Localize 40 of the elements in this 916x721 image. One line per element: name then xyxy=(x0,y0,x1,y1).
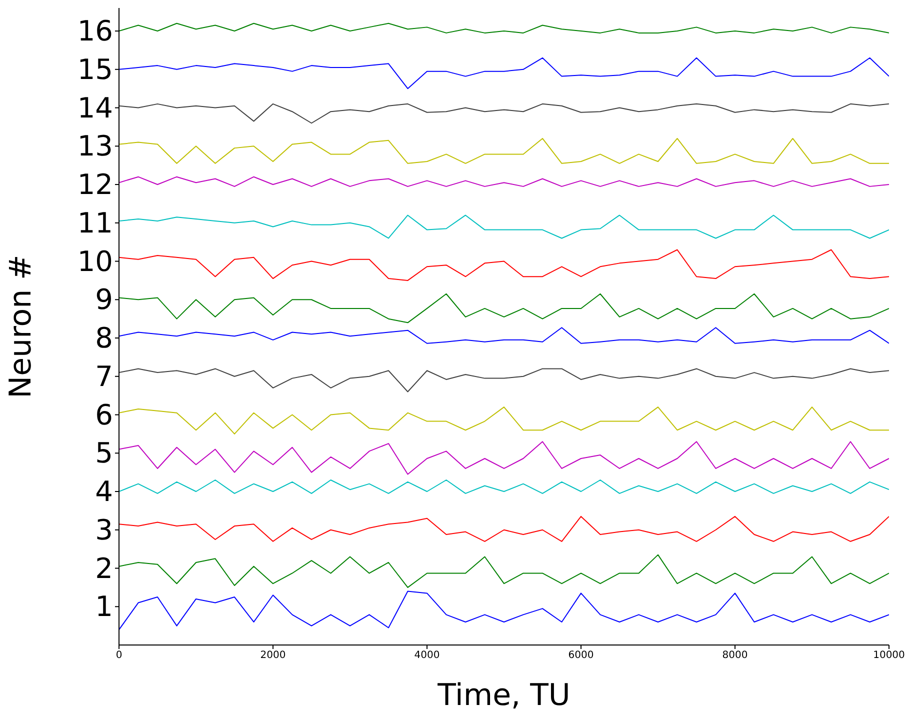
line-series xyxy=(119,554,889,588)
y-tick-label: 9 xyxy=(95,283,113,316)
x-tick-label: 2000 xyxy=(260,650,286,662)
line-series xyxy=(119,406,889,434)
y-tick-label: 6 xyxy=(95,398,113,432)
line-series xyxy=(119,441,889,475)
x-tick-label: 0 xyxy=(116,650,122,662)
y-tick-label: 1 xyxy=(95,590,113,624)
y-tick-label: 4 xyxy=(95,475,113,508)
line-series xyxy=(119,57,889,90)
line-series xyxy=(119,249,889,281)
x-axis-title: Time, TU xyxy=(436,678,570,713)
y-tick-label: 12 xyxy=(77,168,113,202)
x-tick-label: 4000 xyxy=(414,650,440,662)
x-tick-label: 8000 xyxy=(722,650,748,662)
line-series xyxy=(119,22,889,34)
line-series xyxy=(119,516,889,542)
y-axis-title: Neuron # xyxy=(4,254,39,398)
y-tick-label: 8 xyxy=(95,322,113,355)
y-tick-label: 5 xyxy=(95,436,113,470)
line-series xyxy=(119,138,889,164)
line-series xyxy=(119,479,889,494)
x-tick-label: 10000 xyxy=(873,650,905,662)
line-series xyxy=(119,327,889,344)
y-tick-label: 3 xyxy=(95,513,113,546)
line-series xyxy=(119,103,889,124)
y-tick-label: 7 xyxy=(95,360,113,393)
line-series xyxy=(119,590,889,630)
y-tick-label: 16 xyxy=(77,14,113,48)
y-tick-label: 11 xyxy=(77,206,113,240)
line-series xyxy=(119,368,889,392)
line-series xyxy=(119,293,889,324)
y-tick-label: 10 xyxy=(77,244,113,278)
y-tick-label: 2 xyxy=(95,552,113,585)
line-series xyxy=(119,214,889,239)
y-tick-label: 13 xyxy=(77,130,113,163)
y-tick-label: 15 xyxy=(77,52,113,86)
y-tick-label: 14 xyxy=(77,91,113,124)
line-series xyxy=(119,176,889,187)
x-tick-label: 6000 xyxy=(568,650,594,662)
